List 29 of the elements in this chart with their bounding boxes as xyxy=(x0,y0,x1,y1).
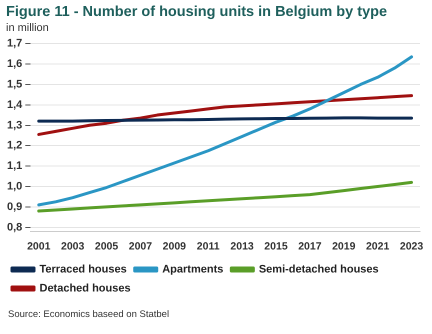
y-tick-label: 1,0 xyxy=(6,180,22,193)
x-tick-label: 2013 xyxy=(230,240,254,253)
x-tick-label: 2009 xyxy=(162,240,186,253)
source-note: Source: Economics baseed on Statbel xyxy=(8,309,170,320)
x-tick-label: 2005 xyxy=(94,240,118,253)
legend-label: Terraced houses xyxy=(40,264,127,276)
y-tick-label: 1,6 xyxy=(6,58,22,70)
x-tick-label: 2001 xyxy=(27,240,51,253)
y-tick-label: 1,7 xyxy=(6,38,22,50)
y-tick-label: 1,2 xyxy=(6,140,22,152)
legend-label: Semi-detached houses xyxy=(258,264,379,276)
x-tick-label: 2015 xyxy=(264,240,288,253)
x-tick-label: 2019 xyxy=(332,240,356,253)
x-tick-label: 2011 xyxy=(196,240,220,253)
x-tick-label: 2007 xyxy=(128,240,152,253)
legend-label: Detached houses xyxy=(40,282,131,295)
x-tick-label: 2003 xyxy=(60,240,84,253)
x-tick-label: 2017 xyxy=(298,240,322,253)
y-tick-label: 0,9 xyxy=(6,200,22,213)
x-tick-label: 2021 xyxy=(366,240,390,253)
chart-title: Figure 11 - Number of housing units in Belgium by type xyxy=(6,4,388,20)
x-tick-label: 2023 xyxy=(400,240,424,253)
chart-subtitle: in million xyxy=(6,22,49,34)
y-tick-label: 1,3 xyxy=(6,119,22,132)
y-tick-label: 0,8 xyxy=(6,221,22,234)
y-tick-label: 1,1 xyxy=(6,160,22,172)
legend-label: Apartments xyxy=(162,264,224,276)
y-tick-label: 1,4 xyxy=(6,98,24,111)
y-tick-label: 1,5 xyxy=(6,78,22,90)
